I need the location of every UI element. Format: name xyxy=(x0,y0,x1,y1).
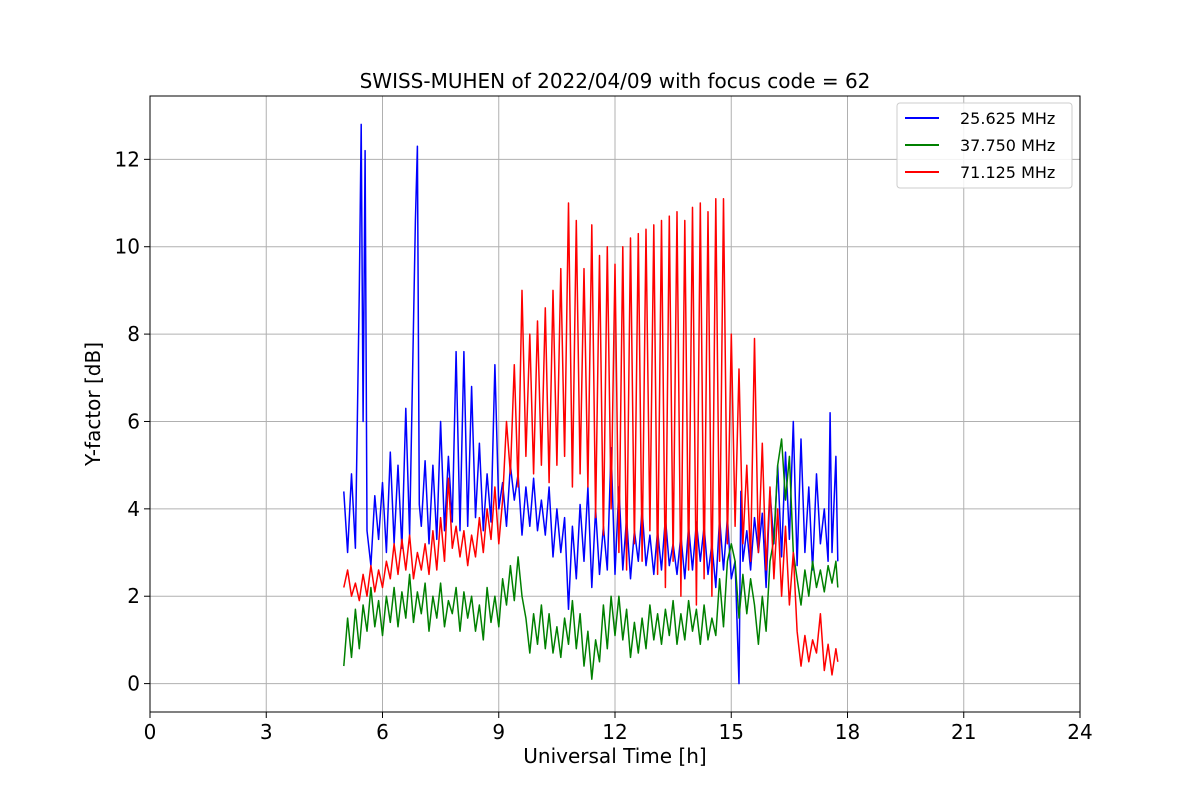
x-tick-label: 12 xyxy=(602,720,627,744)
legend-box xyxy=(896,102,1073,189)
plot-lines xyxy=(343,123,839,685)
grid xyxy=(149,96,1081,712)
x-tick-label: 24 xyxy=(1067,720,1092,744)
legend-label-1: 25.625 MHz xyxy=(960,109,1055,128)
y-tick-label: 6 xyxy=(127,409,140,433)
y-axis-label: Y-factor [dB] xyxy=(81,342,105,467)
series-line-2 xyxy=(343,438,839,680)
y-tick-label: 2 xyxy=(127,584,140,608)
legend-label-3: 71.125 MHz xyxy=(960,163,1055,182)
x-tick-label: 0 xyxy=(144,720,157,744)
y-tick-label: 10 xyxy=(115,235,140,259)
series-line-1 xyxy=(343,123,839,685)
legend-label-2: 37.750 MHz xyxy=(960,136,1055,155)
x-tick-label: 18 xyxy=(835,720,860,744)
chart-title: SWISS-MUHEN of 2022/04/09 with focus cod… xyxy=(360,69,871,93)
y-tick-label: 12 xyxy=(115,147,140,171)
x-tick-label: 3 xyxy=(260,720,273,744)
y-tick-label: 0 xyxy=(127,672,140,696)
y-tick-label: 8 xyxy=(127,322,140,346)
x-tick-label: 6 xyxy=(376,720,389,744)
x-axis-label: Universal Time [h] xyxy=(523,744,706,768)
x-tick-label: 15 xyxy=(719,720,744,744)
x-tick-label: 9 xyxy=(492,720,505,744)
y-tick-label: 4 xyxy=(127,497,140,521)
x-tick-label: 21 xyxy=(951,720,976,744)
legend: 25.625 MHz 37.750 MHz 71.125 MHz xyxy=(896,102,1073,189)
series-line-3 xyxy=(343,197,839,676)
